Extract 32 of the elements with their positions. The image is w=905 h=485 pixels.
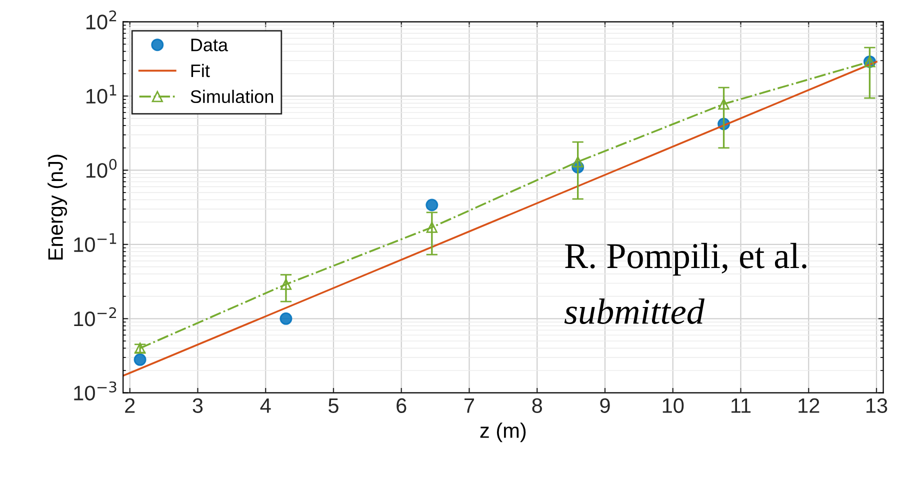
legend-label: Data <box>191 38 228 52</box>
point <box>426 198 438 212</box>
point <box>718 98 730 110</box>
x-tick-label: 8 <box>532 398 542 414</box>
point <box>280 278 292 290</box>
y-tick-label: 10$^{−1}$ <box>74 233 116 252</box>
annotation: R. Pompili, et al. <box>565 242 806 276</box>
y-tick-label: 10$^{0}$ <box>86 158 117 178</box>
x-tick-label: 6 <box>396 398 406 414</box>
legend-label: Simulation <box>190 90 274 104</box>
x-tick-label: 12 <box>798 398 820 413</box>
x-tick-label: 2 <box>125 398 135 413</box>
y-tick-label: 10$^{2}$ <box>86 10 116 30</box>
point <box>572 156 584 168</box>
x-tick-label: 10 <box>662 398 684 414</box>
y-axis-title: Energy (nJ) <box>48 154 68 260</box>
y-tick-label: 10$^{1}$ <box>86 84 116 104</box>
x-tick-label: 13 <box>866 398 888 414</box>
x-tick-label: 9 <box>600 398 610 414</box>
x-tick-label: 11 <box>732 398 751 413</box>
x-tick-label: 7 <box>464 398 474 413</box>
annotation: submitted <box>564 298 705 324</box>
x-tick-label: 4 <box>260 398 271 413</box>
point <box>426 222 438 233</box>
point <box>280 312 292 325</box>
legend-label: Fit <box>191 64 210 78</box>
point <box>134 353 146 366</box>
x-tick-label: 3 <box>192 398 203 414</box>
y-tick-label: 10$^{−3}$ <box>74 381 116 400</box>
x-tick-label: 5 <box>328 398 338 414</box>
x-axis-title: z (m) <box>480 422 526 442</box>
y-tick-label: 10$^{−2}$ <box>74 307 116 326</box>
